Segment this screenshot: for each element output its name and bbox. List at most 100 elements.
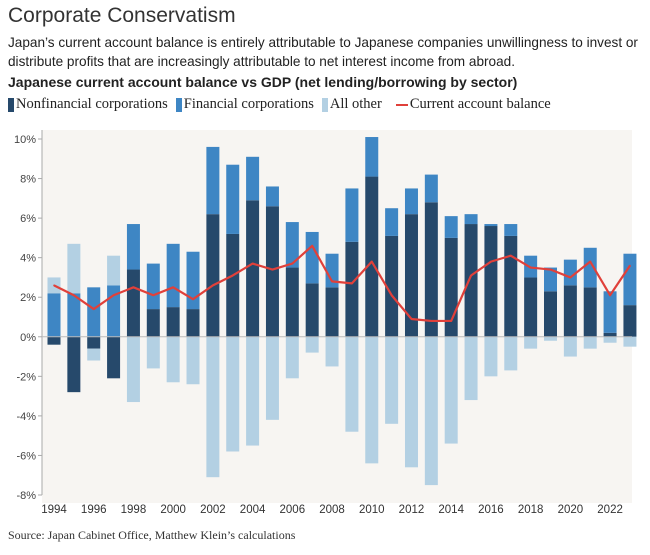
bar-nonfinancial-corporations-1998 <box>126 269 140 337</box>
bar-nonfinancial-corporations-2002 <box>206 214 220 337</box>
bar-all-other-2018 <box>524 336 538 349</box>
bar-all-other-2012 <box>404 336 418 468</box>
current-account-point-2001 <box>192 298 194 300</box>
bar-all-other-1999 <box>146 336 160 369</box>
x-tick-label: 2006 <box>280 504 306 516</box>
current-account-point-2016 <box>490 260 492 263</box>
current-account-point-2000 <box>172 286 174 289</box>
current-account-point-2017 <box>509 254 512 257</box>
bar-financial-corporations-2008 <box>325 253 339 288</box>
bar-financial-corporations-2009 <box>345 188 359 242</box>
current-account-point-2014 <box>450 320 453 322</box>
bar-all-other-2004 <box>246 336 260 446</box>
y-tick-label: 8% <box>20 174 36 186</box>
current-account-line <box>53 244 631 323</box>
bar-nonfinancial-corporations-2003 <box>226 233 240 337</box>
current-account-point-2022 <box>609 294 611 297</box>
current-account-point-2018 <box>529 266 532 269</box>
current-account-point-2023 <box>629 264 631 267</box>
bar-financial-corporations-1995 <box>67 293 81 337</box>
bar-nonfinancial-corporations-2010 <box>365 176 379 337</box>
bar-nonfinancial-corporations-2005 <box>265 206 279 337</box>
current-account-point-2011 <box>390 294 393 297</box>
current-account-point-1997 <box>112 294 115 297</box>
x-tick-label: 2000 <box>160 504 186 516</box>
bar-financial-corporations-2013 <box>424 174 438 203</box>
current-account-point-1998 <box>132 286 135 289</box>
x-tick-label: 2018 <box>518 504 544 516</box>
bar-nonfinancial-corporations-1994 <box>47 336 61 345</box>
bar-all-other-2000 <box>166 336 180 383</box>
bar-all-other-2003 <box>226 336 240 452</box>
x-tick-label: 2014 <box>438 504 464 516</box>
bar-all-other-2016 <box>484 336 498 377</box>
bar-all-other-2023 <box>623 336 637 347</box>
bar-nonfinancial-corporations-2019 <box>544 291 557 337</box>
current-account-point-2020 <box>569 276 572 279</box>
bar-financial-corporations-2006 <box>285 222 299 268</box>
bar-nonfinancial-corporations-2007 <box>305 283 319 337</box>
bar-all-other-2021 <box>583 336 597 349</box>
x-tick-label: 1996 <box>81 504 107 516</box>
bar-all-other-2009 <box>345 336 359 432</box>
bar-financial-corporations-2021 <box>583 247 597 288</box>
legend-item-financial: Financial corporations <box>175 96 314 113</box>
current-account-point-2007 <box>311 245 313 247</box>
bar-financial-corporations-2017 <box>504 224 518 236</box>
x-tick-label: 2020 <box>558 504 584 516</box>
bar-nonfinancial-corporations-2020 <box>563 285 577 337</box>
bar-all-other-2007 <box>305 336 319 353</box>
bar-financial-corporations-2010 <box>365 137 379 177</box>
bar-nonfinancial-corporations-2009 <box>345 241 359 337</box>
current-account-point-2013 <box>430 320 433 322</box>
legend-item-all-other: All other <box>321 96 382 113</box>
current-account-point-1994 <box>53 284 55 287</box>
current-account-point-2006 <box>291 262 294 265</box>
current-account-point-2012 <box>410 318 413 320</box>
bar-financial-corporations-2001 <box>186 251 200 310</box>
current-account-point-2002 <box>212 284 214 287</box>
bar-financial-corporations-2007 <box>305 231 319 284</box>
y-tick-label: -6% <box>16 450 36 462</box>
current-account-point-1996 <box>92 308 95 310</box>
bar-all-other-2017 <box>504 336 518 371</box>
bar-nonfinancial-corporations-2000 <box>166 307 180 337</box>
x-tick-label: 2002 <box>200 504 226 516</box>
bar-nonfinancial-corporations-1999 <box>146 309 160 337</box>
current-account-point-2019 <box>549 268 552 271</box>
x-tick-label: 2022 <box>597 504 623 516</box>
current-account-point-1995 <box>73 294 75 297</box>
bar-financial-corporations-2011 <box>385 208 399 236</box>
bar-financial-corporations-1996 <box>87 287 101 337</box>
y-tick-label: -4% <box>16 411 36 423</box>
legend-item-current-account: Current account balance <box>390 96 551 113</box>
bar-nonfinancial-corporations-1997 <box>107 336 121 379</box>
bar-financial-corporations-2019 <box>544 267 557 292</box>
bar-all-other-2015 <box>464 336 478 401</box>
plot: 10% 8% 6% 4% 2% 0% -2% -4% -6% -8% 1994 1996 1998 200… <box>14 130 637 516</box>
bar-all-other-2014 <box>444 336 458 444</box>
bar-nonfinancial-corporations-2006 <box>285 267 299 337</box>
bar-all-other-2019 <box>544 336 557 341</box>
legend-swatch <box>8 97 14 112</box>
bar-all-other-2005 <box>265 336 279 420</box>
subtitle: Japan’s current account balance is entir… <box>8 35 638 69</box>
bar-financial-corporations-2015 <box>464 214 478 225</box>
y-tick-label: 4% <box>20 253 36 265</box>
legend-label: Current account balance <box>409 96 551 112</box>
bar-financial-corporations-2022 <box>603 291 617 333</box>
bar-all-other-2020 <box>563 336 577 357</box>
y-tick-label: -8% <box>16 490 36 502</box>
current-account-point-2010 <box>370 260 373 263</box>
legend: Nonfinancial corporations Financial corp… <box>8 96 559 113</box>
bar-financial-corporations-1999 <box>146 263 160 310</box>
bar-financial-corporations-2005 <box>265 186 279 207</box>
bar-all-other-2013 <box>424 336 438 486</box>
x-tick-label: 2008 <box>319 504 345 516</box>
current-account-point-2015 <box>470 274 472 277</box>
chart-title: Japanese current account balance vs GDP … <box>8 74 518 90</box>
bar-nonfinancial-corporations-2018 <box>524 277 538 337</box>
x-tick-label: 1994 <box>41 504 67 516</box>
y-tick-label: 10% <box>14 134 36 146</box>
